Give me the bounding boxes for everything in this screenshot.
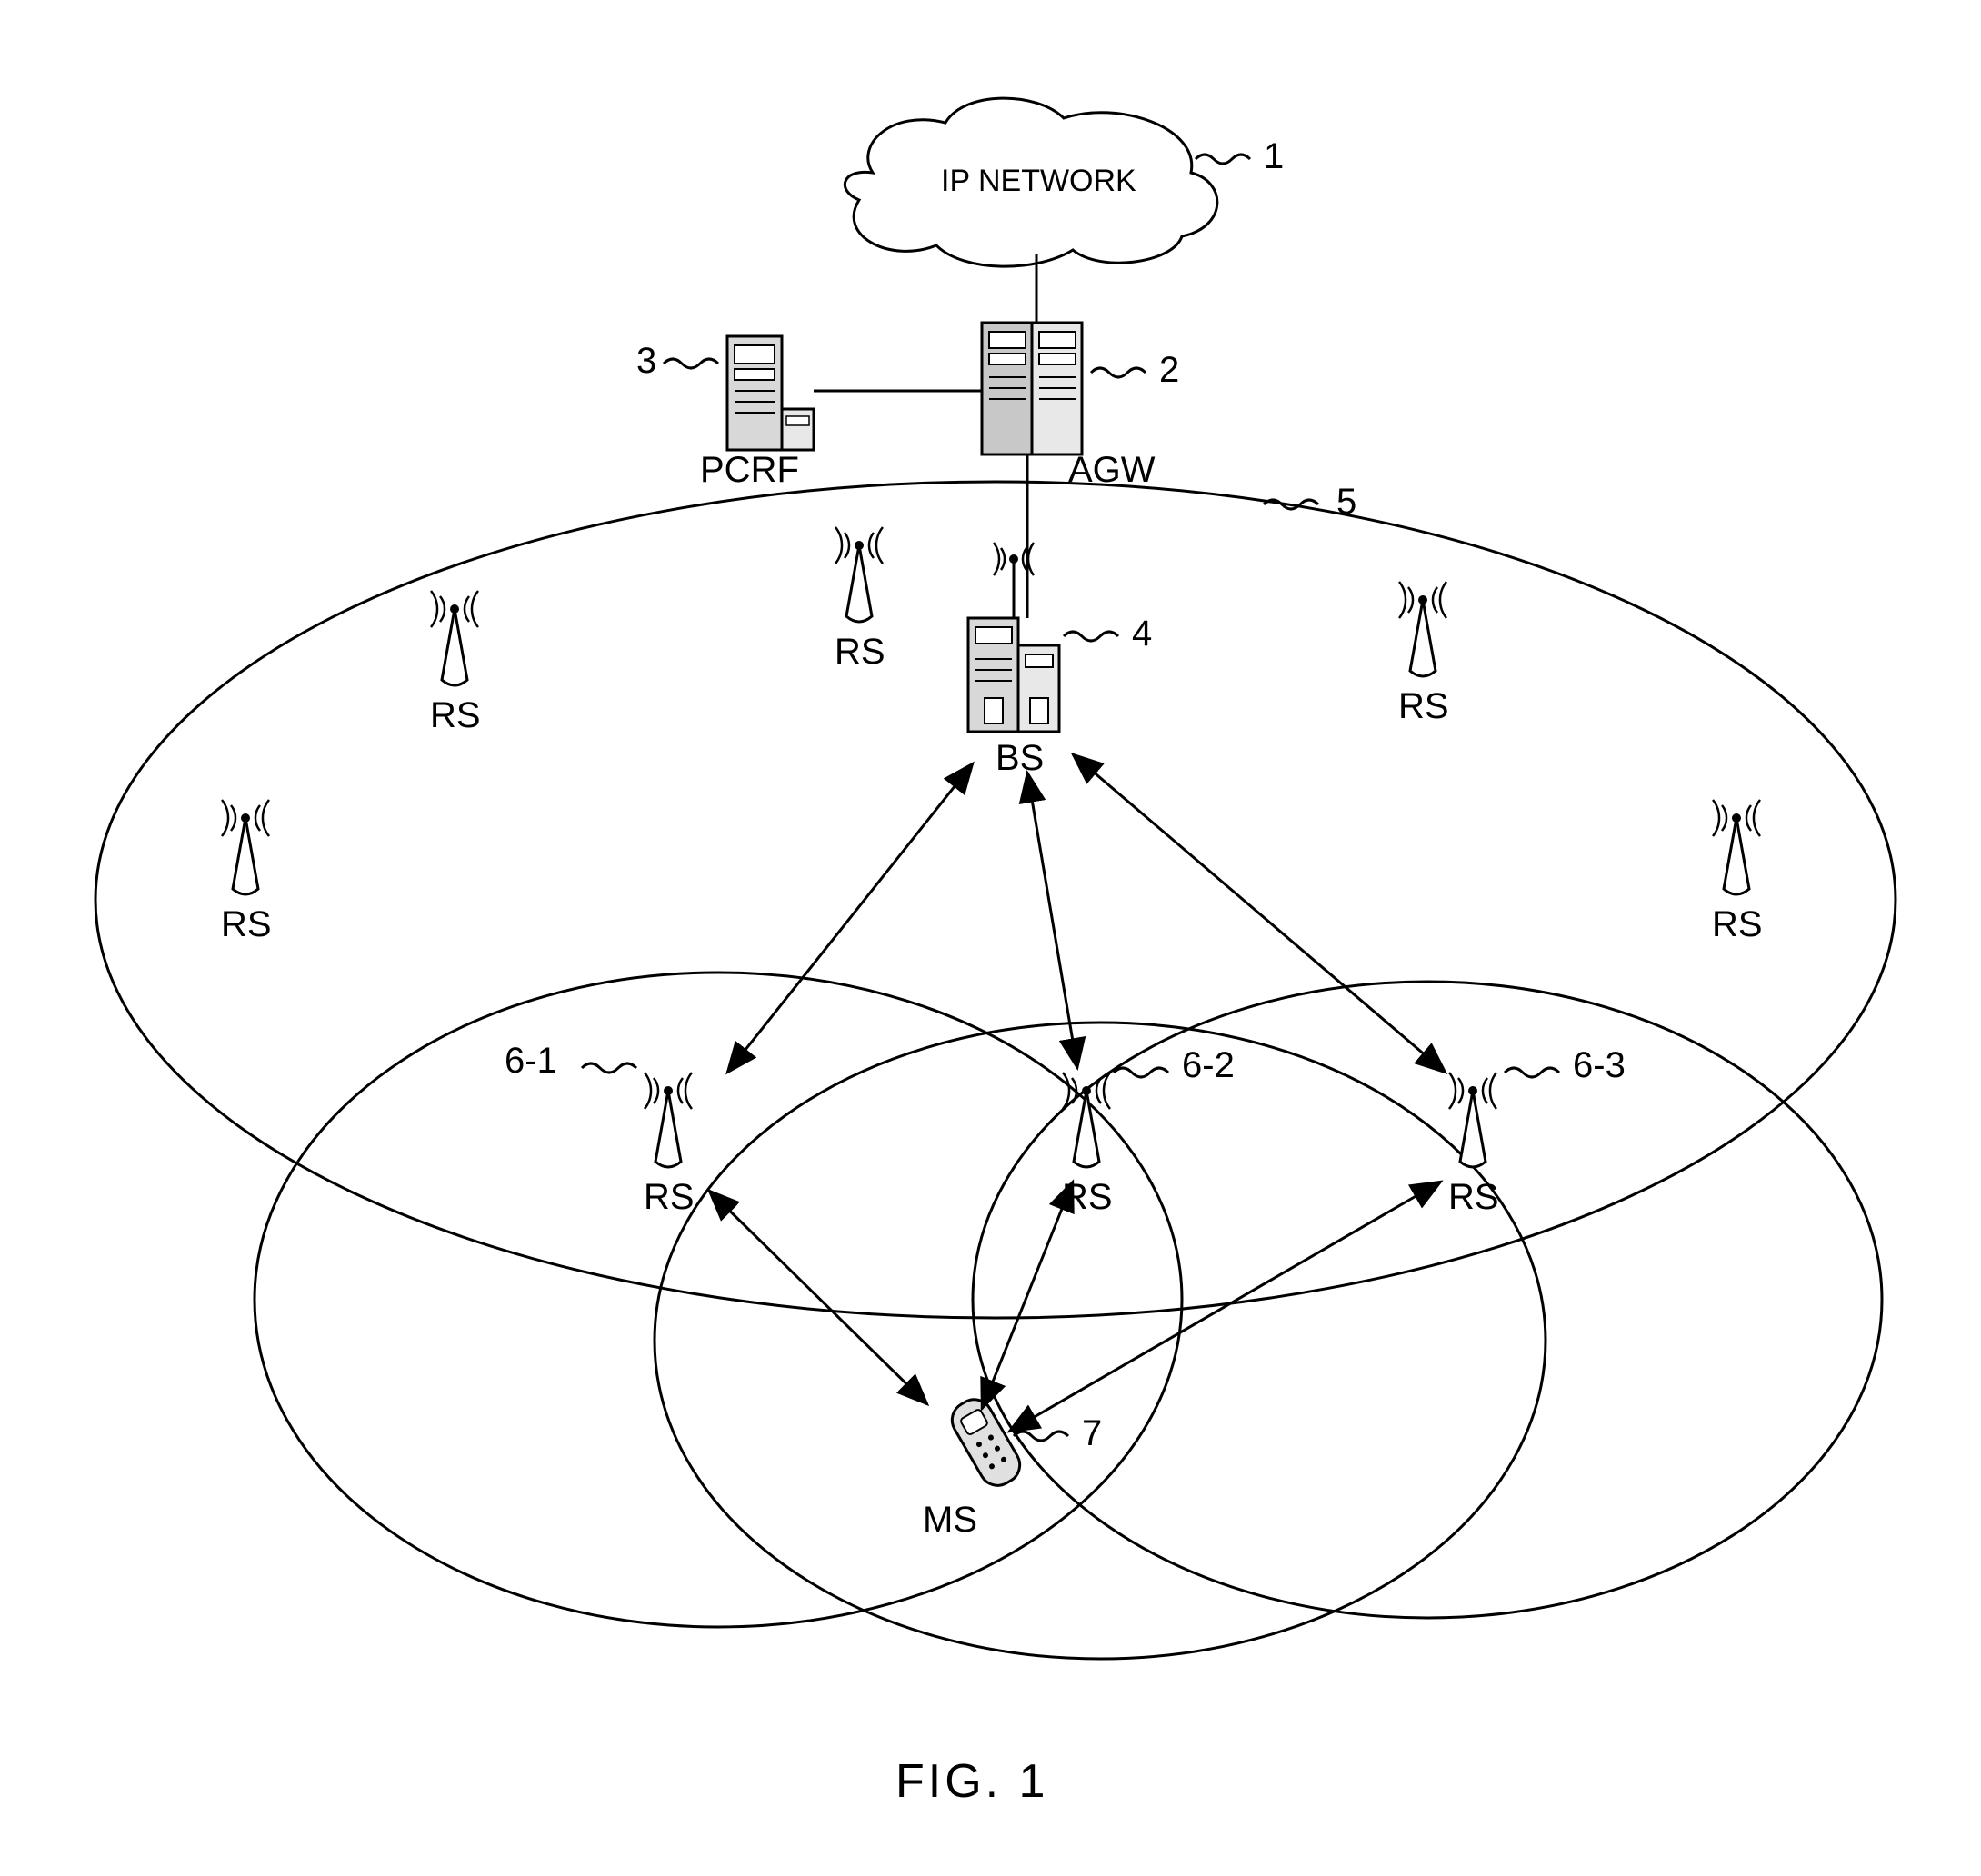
ms-label: MS <box>923 1500 977 1541</box>
ref-63: 6-3 <box>1573 1045 1626 1086</box>
rs-node-0 <box>835 527 883 622</box>
rs-node-4 <box>1713 800 1760 894</box>
ref-62: 6-2 <box>1182 1045 1235 1086</box>
ref-squiggle-61 <box>582 1063 636 1073</box>
ref-5: 5 <box>1336 482 1356 523</box>
bs-cell-ellipse <box>95 482 1896 1318</box>
ref-squiggle-1 <box>1196 155 1250 164</box>
rs-label-5: RS <box>644 1177 695 1218</box>
ms-icon <box>945 1393 1026 1492</box>
rs-cell-3-ellipse <box>973 982 1882 1618</box>
ref-2: 2 <box>1159 350 1179 391</box>
pcrf-icon <box>727 336 814 450</box>
rs-node-1 <box>431 591 478 685</box>
rs-label-2: RS <box>1398 686 1449 727</box>
rs-label-7: RS <box>1448 1177 1499 1218</box>
rs-label-3: RS <box>221 904 272 945</box>
ref-3: 3 <box>636 341 656 382</box>
rs-label-6: RS <box>1062 1177 1113 1218</box>
ref-61: 6-1 <box>505 1041 557 1082</box>
ref-squiggle-63 <box>1505 1068 1559 1077</box>
arrow-rs61-ms <box>709 1191 927 1404</box>
rs-label-1: RS <box>430 695 481 736</box>
rs-node-2 <box>1399 582 1446 676</box>
figure-label: FIG. 1 <box>895 1754 1048 1809</box>
cloud-label: IP NETWORK <box>941 164 1136 199</box>
rs-node-6 <box>1063 1073 1110 1167</box>
rs-cell-2-ellipse <box>655 1023 1546 1659</box>
bs-icon <box>968 618 1059 732</box>
rs-label-0: RS <box>835 632 885 673</box>
pcrf-label: PCRF <box>700 450 799 491</box>
ref-squiggle-4 <box>1064 632 1118 641</box>
diagram-canvas: IP NETWORK 1 AGW 2 PCRF 3 BS 4 5 RS RS R… <box>0 0 1981 1876</box>
ref-4: 4 <box>1132 614 1152 654</box>
agw-label: AGW <box>1068 450 1156 491</box>
ref-squiggle-2 <box>1091 368 1146 377</box>
ref-1: 1 <box>1264 136 1284 177</box>
rs-node-5 <box>645 1073 692 1167</box>
arrow-bs-rs61 <box>727 763 973 1073</box>
arrow-bs-rs63 <box>1073 754 1446 1073</box>
rs-node-3 <box>222 800 269 894</box>
rs-node-7 <box>1449 1073 1496 1167</box>
agw-icon <box>982 323 1082 454</box>
ref-squiggle-3 <box>664 359 718 368</box>
ref-7: 7 <box>1082 1413 1102 1454</box>
bs-label: BS <box>996 738 1044 779</box>
diagram-svg <box>0 0 1981 1876</box>
ref-squiggle-62 <box>1114 1068 1168 1077</box>
arrow-rs62-ms <box>982 1182 1073 1409</box>
rs-cell-1-ellipse <box>255 973 1182 1627</box>
rs-label-4: RS <box>1712 904 1763 945</box>
arrow-rs63-ms <box>1009 1182 1441 1432</box>
ref-squiggle-7 <box>1014 1432 1068 1441</box>
